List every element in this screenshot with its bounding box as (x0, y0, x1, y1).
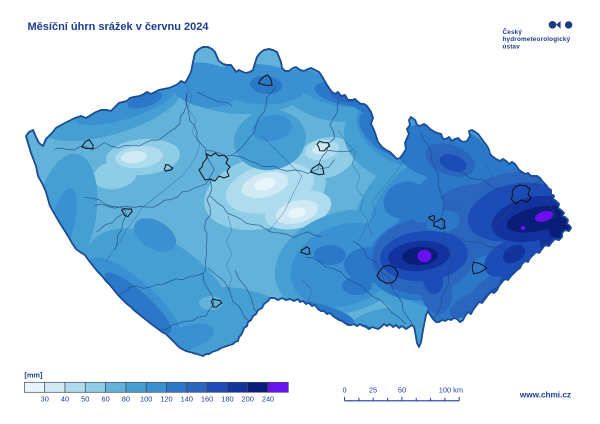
svg-text:140: 140 (181, 395, 193, 404)
svg-text:ústav: ústav (503, 44, 521, 51)
svg-text:180: 180 (221, 395, 233, 404)
svg-text:100: 100 (140, 395, 152, 404)
svg-text:240: 240 (262, 395, 274, 404)
svg-text:80: 80 (122, 395, 130, 404)
svg-text:40: 40 (61, 395, 69, 404)
svg-text:hydrometeorologický: hydrometeorologický (503, 36, 571, 43)
svg-text:200: 200 (242, 395, 254, 404)
svg-text:0: 0 (343, 386, 347, 395)
svg-text:50: 50 (81, 395, 89, 404)
svg-text:30: 30 (41, 395, 49, 404)
svg-text:www.chmi.cz: www.chmi.cz (519, 391, 571, 400)
svg-text:25: 25 (369, 386, 377, 395)
svg-text:100 km: 100 km (439, 386, 463, 395)
svg-text:Měsíční úhrn srážek v červnu 2: Měsíční úhrn srážek v červnu 2024 (28, 21, 210, 33)
svg-text:[mm]: [mm] (24, 371, 43, 380)
svg-text:160: 160 (201, 395, 213, 404)
svg-text:50: 50 (398, 386, 406, 395)
svg-text:120: 120 (160, 395, 172, 404)
svg-text:Český: Český (503, 27, 523, 36)
svg-text:60: 60 (101, 395, 109, 404)
